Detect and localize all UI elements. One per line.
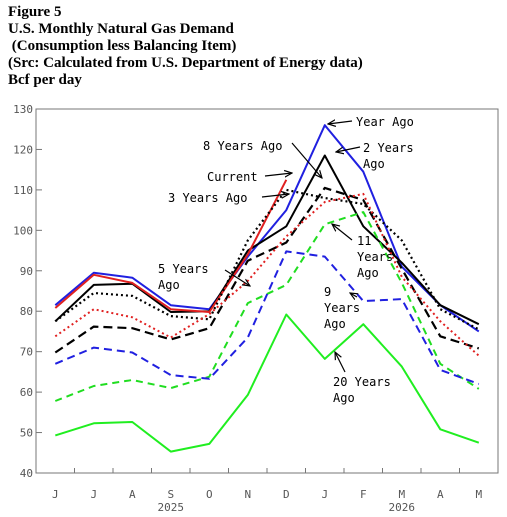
series-annotation: Ago (324, 317, 346, 331)
x-tick-label: M (475, 488, 482, 501)
series-annotation: Current (207, 170, 258, 184)
series-annotation: Year Ago (356, 115, 414, 129)
series-annotation: Ago (158, 278, 180, 292)
chart-source: (Src: Calculated from U.S. Department of… (8, 55, 363, 71)
annotation-arrow (224, 269, 250, 286)
y-tick-label: 60 (20, 386, 33, 399)
series-annotation: Years (357, 250, 393, 264)
x-tick-label: J (321, 488, 328, 501)
annotation-arrow (350, 293, 357, 297)
series-annotation: Ago (357, 266, 379, 280)
x-tick-label: A (437, 488, 444, 501)
x-tick-label: F (360, 488, 367, 501)
chart-title: U.S. Monthly Natural Gas Demand (8, 21, 234, 37)
x-tick-label: N (244, 488, 251, 501)
annotation-arrow (264, 173, 292, 176)
series-annotation: Ago (333, 391, 355, 405)
series-line-3-years-ago (54, 188, 480, 331)
y-tick-label: 80 (20, 305, 33, 318)
series-annotation: 5 Years (158, 262, 209, 276)
x-tick-label: D (283, 488, 290, 501)
annotation-arrow (261, 194, 289, 197)
series-annotation: 9 (324, 285, 331, 299)
x-tick-label: M (398, 488, 405, 501)
chart-subtitle: (Consumption less Balancing Item) (8, 38, 237, 54)
y-tick-label: 40 (20, 467, 33, 480)
series-annotation: 11 (357, 234, 371, 248)
series-line-2-years-ago (54, 154, 480, 326)
x-tick-label: J (90, 488, 97, 501)
y-tick-label: 110 (13, 184, 33, 197)
y-tick-label: 130 (13, 103, 33, 116)
y-tick-label: 100 (13, 224, 33, 237)
figure-number: Figure 5 (8, 4, 62, 20)
series-line-5-years-ago (54, 192, 480, 357)
year-label: 2026 (389, 501, 416, 514)
annotation-arrow (336, 146, 361, 152)
annotation-arrow (328, 121, 353, 124)
y-axis-units: Bcf per day (8, 72, 82, 88)
y-tick-label: 50 (20, 427, 33, 440)
x-tick-label: A (129, 488, 136, 501)
series-annotation: Years (324, 301, 360, 315)
series-line-8-years-ago (54, 186, 480, 354)
series-line-20-years-ago (55, 313, 480, 453)
annotation-arrow (291, 142, 322, 178)
y-tick-label: 70 (20, 346, 33, 359)
series-line-9-years-ago (54, 250, 480, 385)
series-annotation: 20 Years (333, 375, 391, 389)
y-tick-label: 120 (13, 143, 33, 156)
x-tick-label: S (167, 488, 174, 501)
series-annotation: 2 Years (363, 141, 414, 155)
series-annotation: 8 Years Ago (203, 139, 282, 153)
annotation-arrow (335, 352, 346, 373)
series-line-current (54, 179, 288, 313)
annotation-arrow (332, 224, 353, 241)
series-annotation: Ago (363, 157, 385, 171)
y-tick-label: 90 (20, 265, 33, 278)
x-tick-label: J (52, 488, 59, 501)
series-annotation: 3 Years Ago (168, 191, 247, 205)
series-line-11-years-ago (54, 211, 480, 402)
series-line-year-ago (54, 124, 480, 333)
x-tick-label: O (206, 488, 213, 501)
year-label: 2025 (158, 501, 185, 514)
